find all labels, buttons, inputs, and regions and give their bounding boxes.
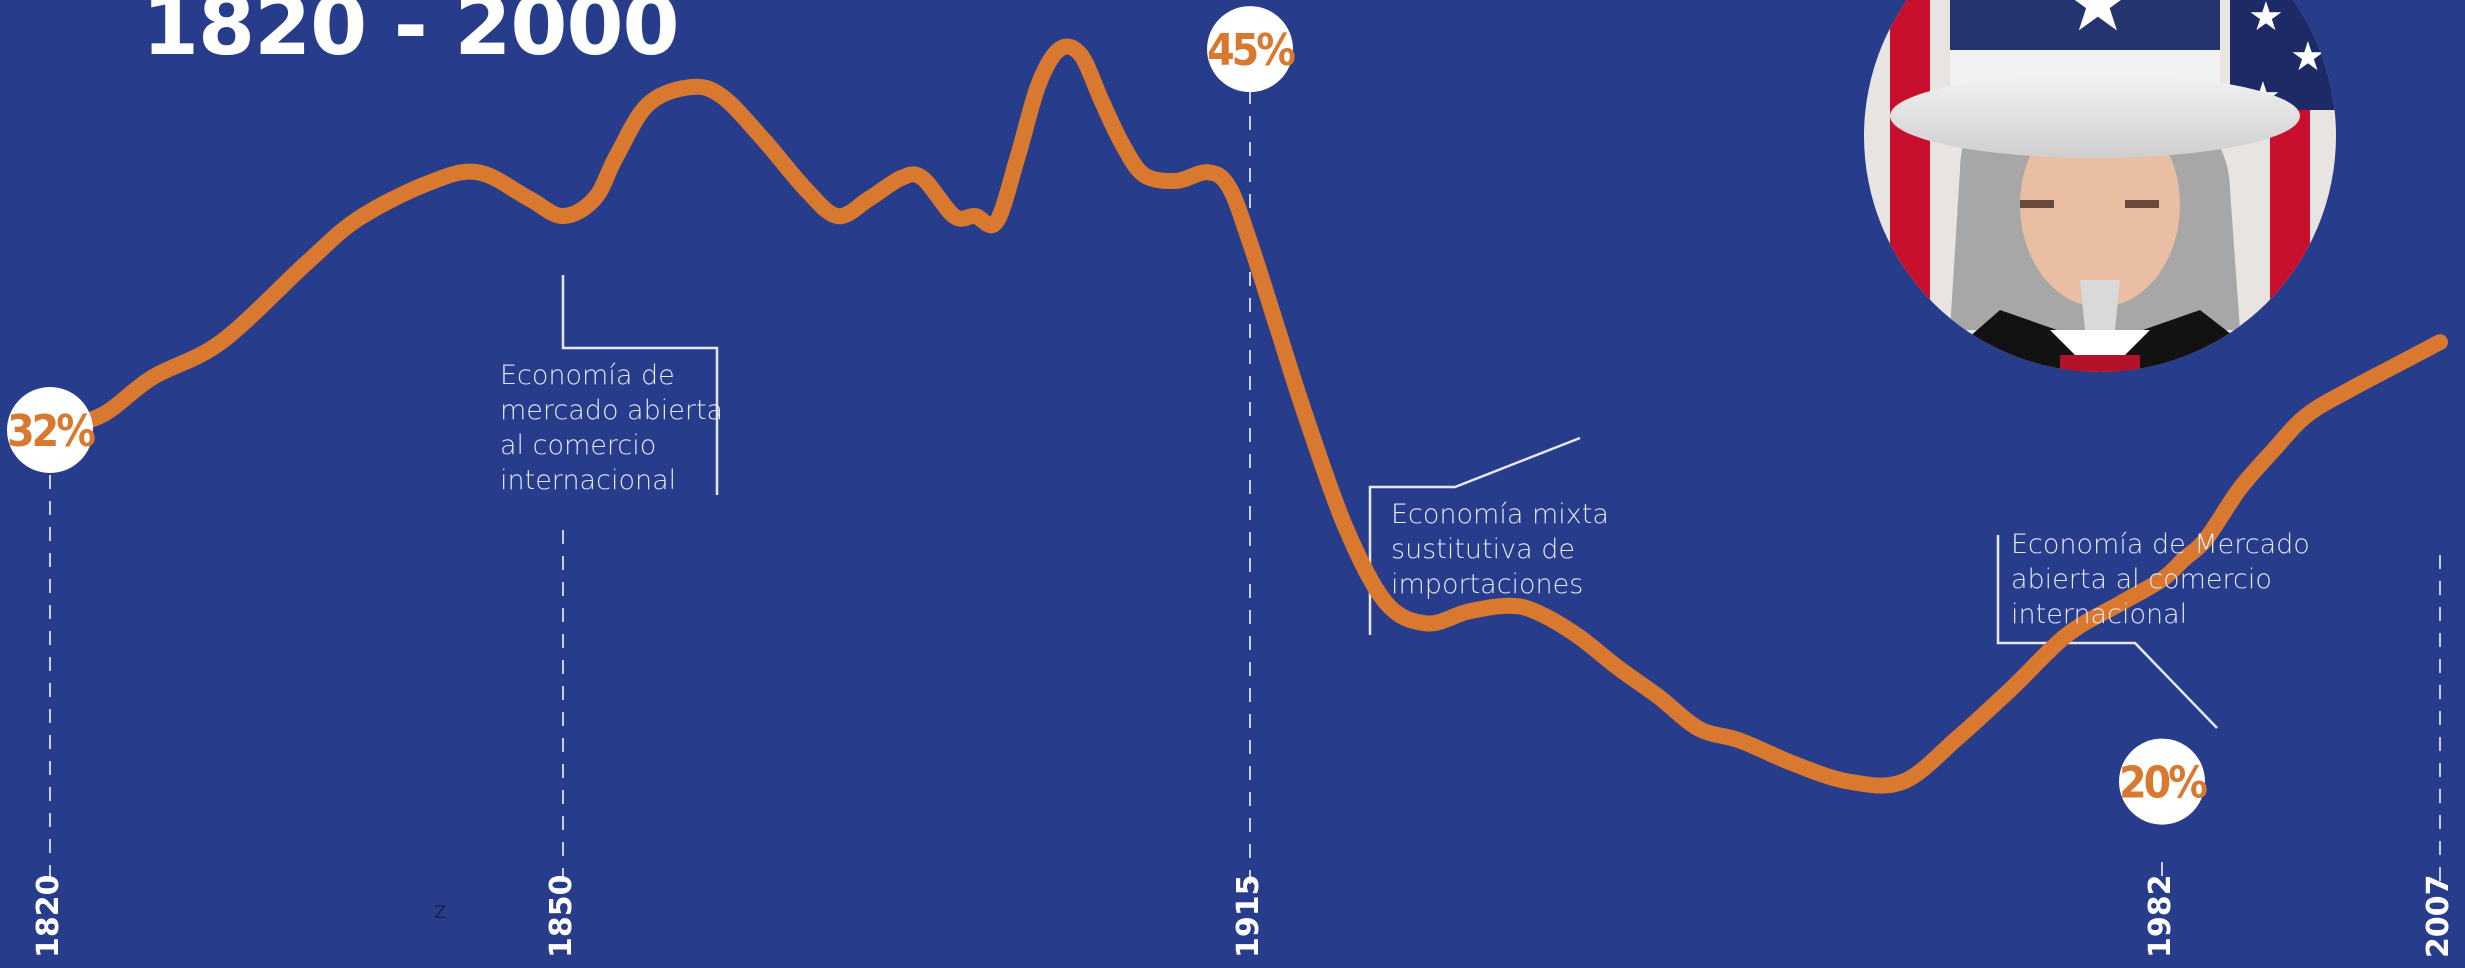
value-badges: 32% 45% 20% — [7, 6, 2210, 825]
x-axis-ticks: 1820 1850 1915 1982 2007 — [31, 875, 2456, 959]
annotation-line: Economía de Mercado — [2011, 529, 2310, 560]
x-tick-label: 1850 — [544, 875, 579, 959]
annotation-connector — [561, 275, 719, 495]
annotation-line: abierta al comercio — [2011, 564, 2272, 595]
annotation-line: importaciones — [1391, 569, 1584, 600]
x-tick-label: 1820 — [31, 875, 66, 959]
annotation-line: internacional — [500, 465, 677, 496]
annotation-mixed-economy: Economía mixta sustitutiva de importacio… — [1391, 497, 1609, 602]
annotation-line: internacional — [2011, 599, 2188, 630]
uncle-sam-portrait: ★ ★ ★ ★ — [1864, 0, 2336, 372]
annotation-line: mercado abierta — [500, 395, 724, 426]
badge-label: 45% — [1207, 25, 1295, 76]
x-tick-label: 2007 — [2421, 875, 2456, 959]
series-line — [42, 38, 2448, 794]
badge-circle — [2119, 738, 2205, 825]
badge-label: 20% — [2119, 758, 2207, 809]
chart-title: 1820 - 2000 — [142, 0, 680, 74]
annotation-connector — [1368, 436, 1581, 635]
badge-circle — [7, 387, 93, 473]
annotation-open-market: Economía de mercado abierta al comercio … — [500, 358, 723, 498]
stray-mark: Z — [434, 902, 447, 923]
x-tick-label: 1915 — [1231, 875, 1266, 959]
annotation-market-economy: Economía de Mercado abierta al comercio … — [2011, 527, 2310, 632]
annotation-line: al comercio — [500, 430, 657, 461]
x-tick-label: 1982 — [2143, 875, 2178, 959]
svg-text:★: ★ — [2248, 0, 2284, 40]
badge-label: 32% — [7, 406, 95, 457]
badge-circle — [1207, 6, 1293, 93]
annotation-connectors — [561, 275, 2218, 729]
annotation-line: Economía mixta — [1391, 499, 1609, 530]
svg-text:★: ★ — [2290, 34, 2326, 80]
annotation-line: Economía de — [500, 360, 675, 391]
annotation-line: sustitutiva de — [1391, 534, 1575, 565]
svg-text:★: ★ — [2062, 0, 2134, 49]
